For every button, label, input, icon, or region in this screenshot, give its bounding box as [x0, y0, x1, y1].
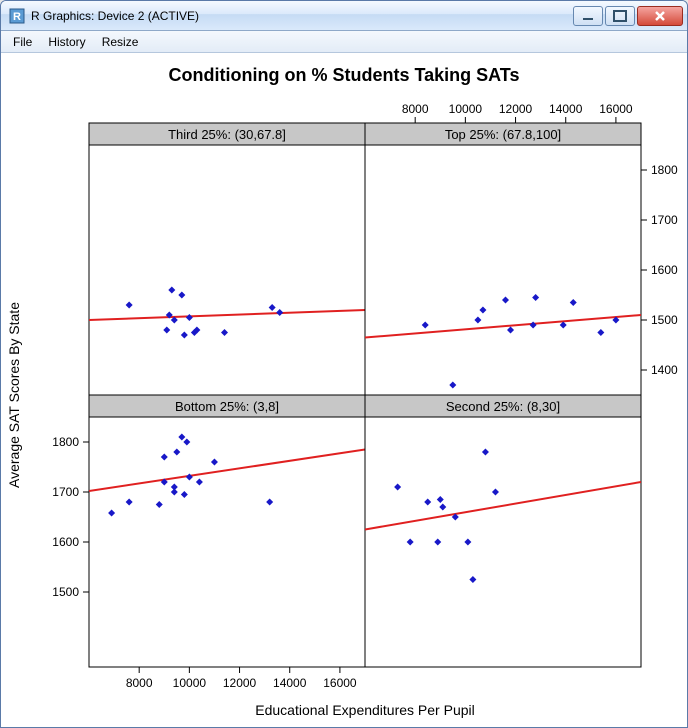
data-point	[183, 439, 190, 446]
data-point	[394, 484, 401, 491]
strip-label-bottomLeft: Bottom 25%: (3,8]	[175, 399, 279, 414]
x-tick-label: 12000	[223, 676, 257, 690]
menu-file[interactable]: File	[5, 33, 40, 51]
y-tick-label: 1800	[52, 435, 79, 449]
y-tick-label: 1700	[52, 485, 79, 499]
data-point	[108, 510, 115, 517]
data-point	[482, 449, 489, 456]
menubar: File History Resize	[1, 31, 687, 53]
data-point	[434, 539, 441, 546]
close-button[interactable]	[637, 6, 683, 26]
menu-history[interactable]: History	[40, 33, 93, 51]
x-tick-label: 8000	[126, 676, 153, 690]
maximize-button[interactable]	[605, 6, 635, 26]
panel-bottomRight	[365, 417, 641, 667]
data-point	[186, 314, 193, 321]
x-tick-label: 14000	[273, 676, 307, 690]
x-tick-label-top: 12000	[499, 102, 533, 116]
data-point	[269, 304, 276, 311]
data-point	[464, 539, 471, 546]
x-tick-label-top: 10000	[449, 102, 483, 116]
plot-canvas: Conditioning on % Students Taking SATs Ed…	[1, 53, 687, 727]
data-point	[532, 294, 539, 301]
titlebar[interactable]: R R Graphics: Device 2 (ACTIVE)	[1, 1, 687, 31]
data-point	[196, 479, 203, 486]
strip-label-topRight: Top 25%: (67.8,100]	[445, 127, 561, 142]
data-point	[474, 317, 481, 324]
data-point	[449, 382, 456, 389]
data-point	[126, 499, 133, 506]
panel-topLeft	[89, 145, 365, 395]
data-point	[163, 327, 170, 334]
regression-line	[89, 450, 365, 492]
menu-resize[interactable]: Resize	[94, 33, 147, 51]
data-point	[469, 576, 476, 583]
x-tick-label-top: 8000	[402, 102, 429, 116]
data-point	[211, 459, 218, 466]
app-window: R R Graphics: Device 2 (ACTIVE) File His…	[0, 0, 688, 728]
panel-bottomLeft	[89, 417, 365, 667]
data-point	[178, 292, 185, 299]
x-tick-label: 16000	[323, 676, 357, 690]
data-point	[439, 504, 446, 511]
regression-line	[89, 310, 365, 320]
data-point	[479, 307, 486, 314]
y-tick-label-right: 1500	[651, 313, 678, 327]
y-tick-label-right: 1600	[651, 263, 678, 277]
data-point	[178, 434, 185, 441]
data-point	[173, 449, 180, 456]
data-point	[492, 489, 499, 496]
window-buttons	[573, 6, 683, 26]
y-tick-label: 1600	[52, 535, 79, 549]
y-tick-label-right: 1400	[651, 363, 678, 377]
regression-line	[365, 482, 641, 530]
y-axis-title: Average SAT Scores By State	[6, 302, 22, 488]
data-point	[597, 329, 604, 336]
data-point	[126, 302, 133, 309]
data-point	[276, 309, 283, 316]
data-point	[181, 332, 188, 339]
app-icon: R	[9, 8, 25, 24]
y-tick-label-right: 1800	[651, 163, 678, 177]
data-point	[502, 297, 509, 304]
svg-text:R: R	[13, 11, 21, 23]
y-tick-label: 1500	[52, 585, 79, 599]
data-point	[161, 454, 168, 461]
data-point	[171, 484, 178, 491]
data-point	[570, 299, 577, 306]
data-point	[266, 499, 273, 506]
x-axis-title: Educational Expenditures Per Pupil	[255, 702, 474, 718]
data-point	[422, 322, 429, 329]
chart-title: Conditioning on % Students Taking SATs	[169, 65, 520, 85]
panel-topRight	[365, 145, 641, 395]
minimize-button[interactable]	[573, 6, 603, 26]
x-tick-label-top: 14000	[549, 102, 583, 116]
data-point	[168, 287, 175, 294]
data-point	[530, 322, 537, 329]
data-point	[507, 327, 514, 334]
data-point	[437, 496, 444, 503]
x-tick-label: 10000	[173, 676, 207, 690]
data-point	[407, 539, 414, 546]
data-point	[424, 499, 431, 506]
data-point	[221, 329, 228, 336]
data-point	[156, 501, 163, 508]
x-tick-label-top: 16000	[599, 102, 633, 116]
data-point	[181, 491, 188, 498]
data-point	[560, 322, 567, 329]
lattice-plot: Conditioning on % Students Taking SATs Ed…	[1, 53, 687, 727]
strip-label-bottomRight: Second 25%: (8,30]	[446, 399, 560, 414]
y-tick-label-right: 1700	[651, 213, 678, 227]
strip-label-topLeft: Third 25%: (30,67.8]	[168, 127, 286, 142]
window-title: R Graphics: Device 2 (ACTIVE)	[31, 9, 573, 23]
